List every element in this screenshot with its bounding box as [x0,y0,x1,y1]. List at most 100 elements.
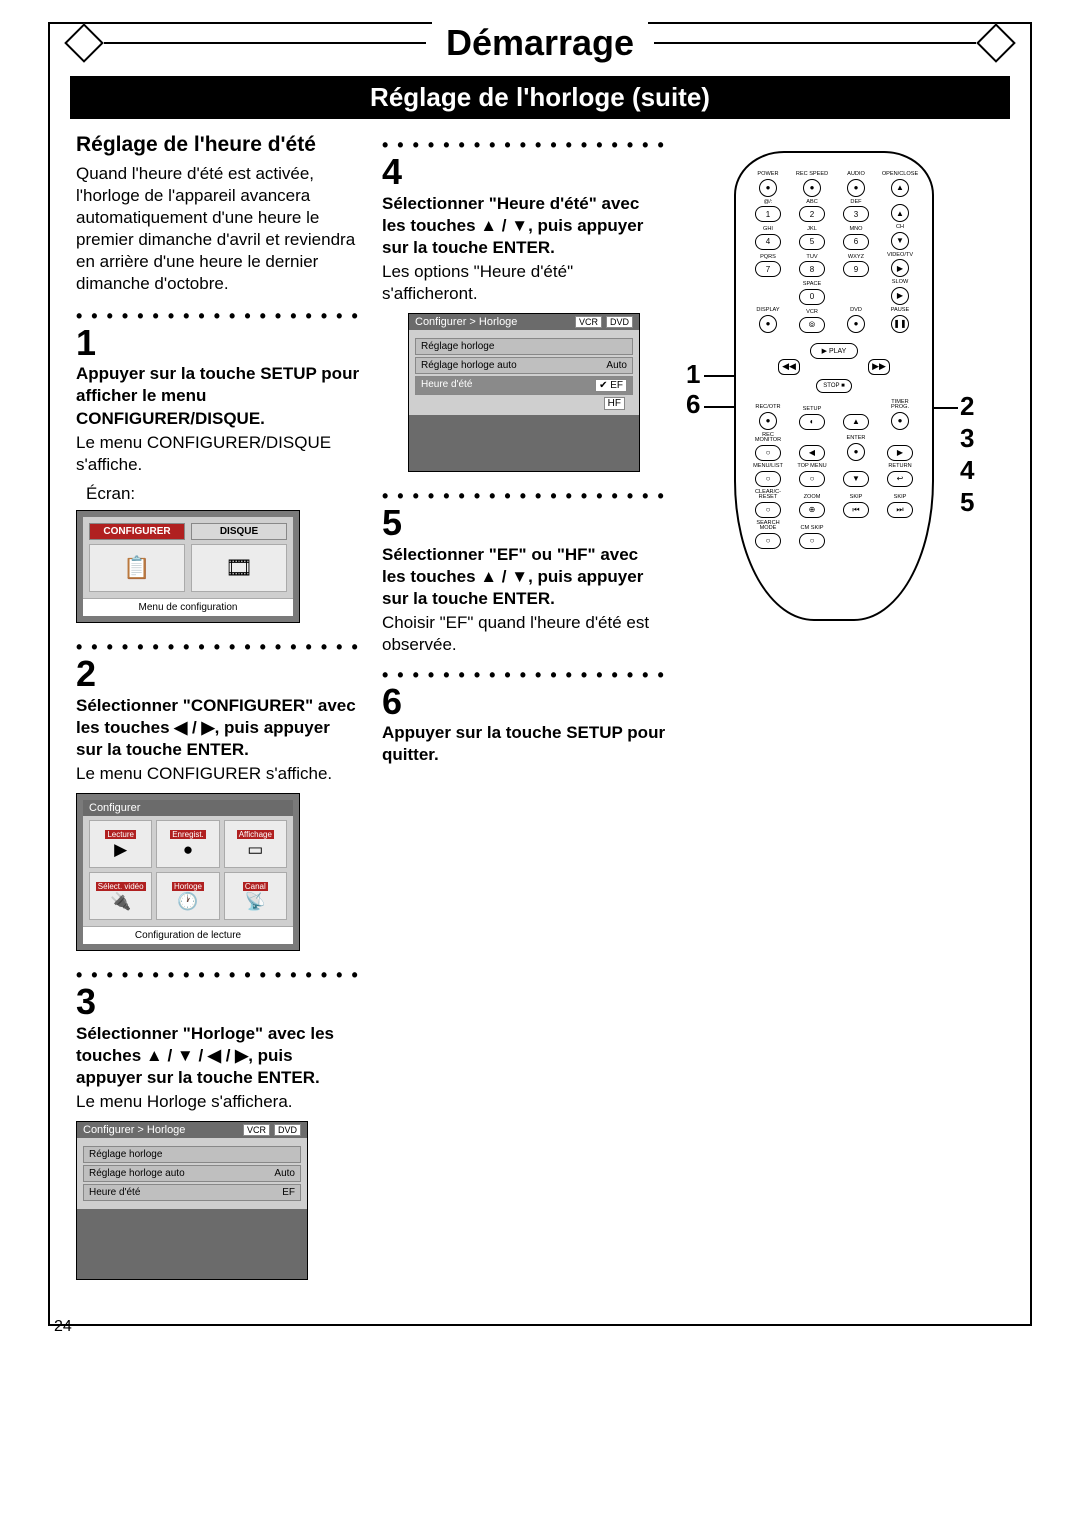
cell-canal: Canal📡 [224,872,287,920]
row-heure-ete-selected: Heure d'été ✔ EF [415,376,633,395]
callout-2: 2 [960,391,974,422]
row-heure-ete: Heure d'étéEF [83,1184,301,1201]
key-3[interactable]: 3 [843,206,869,222]
video-tv-button[interactable]: ▶ [891,259,909,277]
right-ornament [976,23,1016,63]
step3-sub: Le menu Horloge s'affichera. [76,1091,360,1113]
return-button[interactable]: ↩ [887,471,913,487]
ff-button[interactable]: ▶▶ [868,359,890,375]
down-button[interactable]: ▼ [843,471,869,487]
ecran-label: Écran: [86,484,360,504]
screenshot-config-disque: CONFIGURER DISQUE 📋 🎞 Menu de configurat… [76,510,300,623]
step6-inst: Appuyer sur la touche SETUP pour quitter… [382,722,666,766]
screenshot-heure-ete-options: Configurer > Horloge VCR DVD Réglage hor… [408,313,640,472]
key-9[interactable]: 9 [843,261,869,277]
tab-vcr: VCR [243,1124,270,1136]
search-mode-button[interactable]: ○ [755,533,781,549]
key-5[interactable]: 5 [799,234,825,250]
row-reglage-auto: Réglage horloge autoAuto [415,357,633,374]
rec-monitor-button[interactable]: ○ [755,445,781,461]
disque-icon: 🎞 [191,544,287,592]
dvd-button[interactable]: ● [847,315,865,333]
step-number-1: 1 [76,324,360,362]
step-number-4: 4 [382,153,666,191]
pause-button[interactable]: ❚❚ [891,315,909,333]
clear-button[interactable]: ○ [755,502,781,518]
config-icon: 📋 [89,544,185,592]
step4-sub: Les options "Heure d'été" s'afficheront. [382,261,666,305]
left-column: Réglage de l'heure d'été Quand l'heure d… [76,129,360,1294]
screenshot-configurer-menu: Configurer Lecture▶ Enregist.● Affichage… [76,793,300,951]
tab-dvd: DVD [274,1124,301,1136]
key-7[interactable]: 7 [755,261,781,277]
key-4[interactable]: 4 [755,234,781,250]
key-1[interactable]: 1 [755,206,781,222]
cell-enregist: Enregist.● [156,820,219,868]
divider-dots: • • • • • • • • • • • • • • • • • • • • … [382,135,666,153]
tab-dvd: DVD [606,316,633,328]
remote-control: POWER● REC SPEED● AUDIO● OPEN/CLOSE▲ @/:… [734,151,934,621]
skip-fwd-button[interactable]: ⏭ [887,502,913,518]
right-column: 1 6 2 3 4 5 POWER● REC SPEED● [688,129,988,621]
play-button[interactable]: ▶ PLAY [810,343,858,359]
cell-affichage: Affichage▭ [224,820,287,868]
display-button[interactable]: ● [759,315,777,333]
main-title: Démarrage [432,22,648,64]
step3-inst: Sélectionner "Horloge" avec les touches … [76,1023,360,1089]
up-button[interactable]: ▲ [843,414,869,430]
step-number-2: 2 [76,655,360,693]
cell-select-video: Sélect. vidéo🔌 [89,872,152,920]
enter-button[interactable]: ● [847,443,865,461]
left-button[interactable]: ◀ [799,445,825,461]
top-menu-button[interactable]: ○ [799,471,825,487]
ch-up-button[interactable]: ▲ [891,204,909,222]
rec-speed-button[interactable]: ● [803,179,821,197]
step1-sub: Le menu CONFIGURER/DISQUE s'affiche. [76,432,360,476]
power-button[interactable]: ● [759,179,777,197]
title-rule [104,42,426,44]
key-2[interactable]: 2 [799,206,825,222]
middle-column: • • • • • • • • • • • • • • • • • • • • … [382,129,666,769]
box1-footer: Menu de configuration [83,598,293,616]
box2-header: Configurer [89,802,140,814]
left-ornament [64,23,104,63]
cm-skip-button[interactable]: ○ [799,533,825,549]
tab-configurer: CONFIGURER [89,523,185,540]
key-8[interactable]: 8 [799,261,825,277]
audio-button[interactable]: ● [847,179,865,197]
step2-sub: Le menu CONFIGURER s'affiche. [76,763,360,785]
right-button[interactable]: ▶ [887,445,913,461]
divider-dots: • • • • • • • • • • • • • • • • • • • • … [382,665,666,683]
key-0[interactable]: 0 [799,289,825,305]
step-number-3: 3 [76,983,360,1021]
open-close-button[interactable]: ▲ [891,179,909,197]
rew-button[interactable]: ◀◀ [778,359,800,375]
section-subtitle: Réglage de l'horloge (suite) [70,76,1010,119]
slow-button[interactable]: ▶ [891,287,909,305]
menu-list-button[interactable]: ○ [755,471,781,487]
box3-breadcrumb: Configurer > Horloge [83,1124,185,1136]
callout-4: 4 [960,455,974,486]
cell-lecture: Lecture▶ [89,820,152,868]
row-reglage-auto: Réglage horloge autoAuto [83,1165,301,1182]
rec-otr-button[interactable]: ● [759,412,777,430]
intro-text: Quand l'heure d'été est activée, l'horlo… [76,163,360,296]
box2-footer: Configuration de lecture [83,926,293,944]
divider-dots: • • • • • • • • • • • • • • • • • • • • … [76,637,360,655]
page-number: 24 [54,1318,72,1336]
screenshot-horloge-menu: Configurer > Horloge VCR DVD Réglage hor… [76,1121,308,1280]
box4-breadcrumb: Configurer > Horloge [415,316,517,328]
callout-5: 5 [960,487,974,518]
cell-horloge: Horloge🕐 [156,872,219,920]
setup-button[interactable]: ◐ [799,414,825,430]
key-6[interactable]: 6 [843,234,869,250]
stop-button[interactable]: STOP ■ [816,379,852,393]
tab-disque: DISQUE [191,523,287,540]
skip-back-button[interactable]: ⏮ [843,502,869,518]
callout-3: 3 [960,423,974,454]
vcr-button[interactable]: ⦾ [799,317,825,333]
ch-down-button[interactable]: ▼ [891,232,909,250]
divider-dots: • • • • • • • • • • • • • • • • • • • • … [382,486,666,504]
timer-prog-button[interactable]: ● [891,412,909,430]
zoom-button[interactable]: ⊕ [799,502,825,518]
